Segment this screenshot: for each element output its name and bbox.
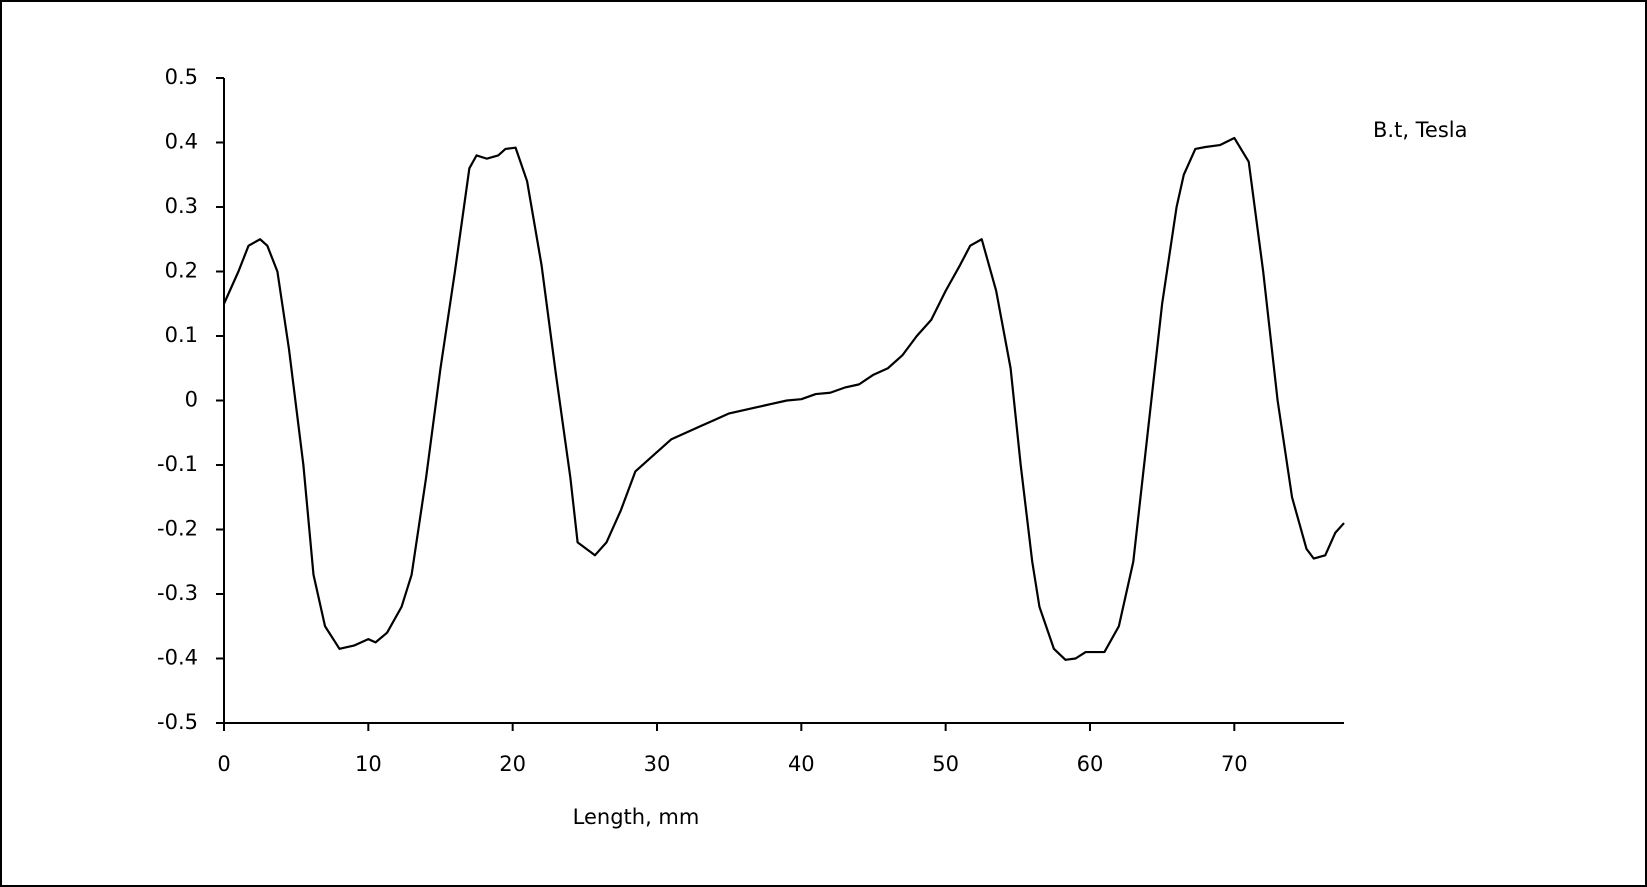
y-tick-label: 0.3 [165,194,198,218]
data-line [222,136,1345,661]
y-tick-label: 0.1 [165,323,198,347]
y-tick-label: -0.5 [157,710,198,734]
y-tick-label: -0.1 [157,452,198,476]
x-tick-label: 40 [788,752,815,776]
y-tick-label: 0.2 [165,259,198,283]
x-tick-label: 10 [355,752,382,776]
x-tick-label: 50 [932,752,959,776]
x-tick-label: 20 [499,752,526,776]
x-tick-label: 30 [644,752,671,776]
x-tick-label: 60 [1077,752,1104,776]
y-tick-label: -0.3 [157,581,198,605]
y-tick-label: -0.4 [157,646,198,670]
y-tick-label: 0 [185,388,198,412]
x-axis-label: Length, mm [573,805,700,829]
y-tick-label: 0.4 [165,130,198,154]
x-tick-label: 70 [1221,752,1248,776]
x-tick-label: 0 [217,752,230,776]
legend-label: B.t, Tesla [1373,118,1468,142]
y-tick-label: 0.5 [165,65,198,89]
y-tick-label: -0.2 [157,517,198,541]
